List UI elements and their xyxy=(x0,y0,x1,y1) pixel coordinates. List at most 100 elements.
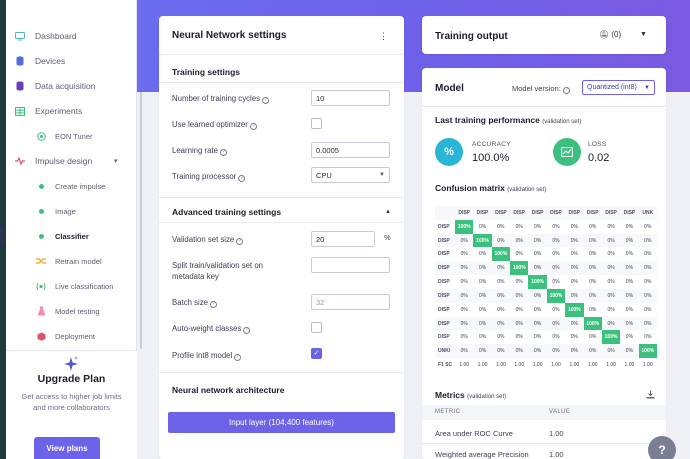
more-options-icon[interactable]: ⋮ xyxy=(379,31,388,41)
row-header: DISP xyxy=(435,233,455,248)
view-plans-button[interactable]: View plans xyxy=(34,437,100,459)
matrix-cell: 0% xyxy=(478,279,487,286)
column-header: DISP xyxy=(510,206,529,220)
row-header: DISP xyxy=(435,261,455,276)
confusion-row: DISP 0% 0% 0% 0% 0% 100% 0% 0% 0% 0% 0% xyxy=(435,288,657,303)
matrix-cell: 0% xyxy=(478,306,487,313)
matrix-cell: 100% xyxy=(491,247,511,262)
matrix-cell: 0% xyxy=(460,279,468,286)
divider xyxy=(159,372,404,373)
app-edge-strip xyxy=(0,0,6,459)
metadata-key-input[interactable] xyxy=(311,257,390,273)
model-card: Model Model version:? Quantized (int8) ▼ … xyxy=(422,68,666,459)
validation-size-input[interactable]: 20 xyxy=(311,231,375,247)
matrix-cell: 100% xyxy=(601,330,621,345)
matrix-cell: 100% xyxy=(583,316,602,331)
sidebar-item-eon-tuner[interactable]: EON Tuner xyxy=(6,126,137,146)
help-icon[interactable]: ? xyxy=(238,175,246,182)
matrix-cell: 0% xyxy=(644,306,652,313)
batch-size-input[interactable]: 32 xyxy=(311,294,390,310)
matrix-cell: 0% xyxy=(620,261,639,276)
chevron-down-icon[interactable]: ▼ xyxy=(640,31,647,38)
card-title: Model xyxy=(435,83,464,94)
confusion-header-row: DISP DISP DISP DISP DISP DISP DISP DISP DISP DISP… xyxy=(435,206,657,220)
sidebar-item-label: Create impulse xyxy=(55,181,106,191)
matrix-cell: 0% xyxy=(491,316,511,331)
confusion-row: DISP 0% 0% 0% 0% 100% 0% 0% 0% 0% 0% 0% xyxy=(435,275,657,289)
download-icon[interactable] xyxy=(646,390,655,401)
sidebar-item-model-testing[interactable]: Model testing xyxy=(6,301,137,321)
pulse-icon xyxy=(15,156,25,166)
matrix-cell: 1.00 xyxy=(532,362,543,369)
collapse-caret-icon[interactable]: ▲ xyxy=(385,209,391,215)
matrix-cell: 0% xyxy=(601,316,621,331)
learning-rate-input[interactable]: 0.0005 xyxy=(311,142,390,158)
help-icon[interactable]: ? xyxy=(261,97,269,104)
notification-toggle[interactable]: 🔕︎ (0) xyxy=(599,30,621,39)
matrix-cell: 0% xyxy=(625,334,634,341)
training-cycles-input[interactable]: 10 xyxy=(311,90,390,106)
sidebar-item-deployment[interactable]: Deployment xyxy=(6,326,137,346)
matrix-cell: 0% xyxy=(497,306,505,313)
help-chat-button[interactable]: ? xyxy=(648,436,676,459)
matrix-cell: 100% xyxy=(510,261,529,276)
sidebar-item-classifier[interactable]: Classifier xyxy=(0,226,137,246)
matrix-cell: 1.00 xyxy=(606,362,616,369)
section-advanced-settings: Advanced training settings xyxy=(172,207,282,217)
help-icon[interactable]: ? xyxy=(234,354,242,361)
sidebar-item-devices[interactable]: Devices xyxy=(6,51,137,71)
sidebar-item-dashboard[interactable]: Dashboard xyxy=(6,26,137,46)
help-icon[interactable]: ? xyxy=(562,87,570,94)
sidebar-scrollbar[interactable] xyxy=(140,4,142,349)
card-title: Neural Network settings xyxy=(172,30,287,41)
matrix-cell: 1.00 xyxy=(477,362,488,369)
matrix-cell: 100% xyxy=(528,275,547,289)
matrix-cell: 0% xyxy=(601,344,621,359)
training-processor-select[interactable]: CPU ▼ xyxy=(311,167,390,183)
training-output-card: Training output 🔕︎ (0) ▼ xyxy=(422,16,666,54)
help-icon[interactable]: ? xyxy=(219,149,227,156)
matrix-cell: 0% xyxy=(601,288,621,303)
matrix-cell: 0% xyxy=(478,334,487,341)
row-header: DISP xyxy=(438,223,450,230)
sidebar-item-live-classification[interactable]: Live classification xyxy=(6,276,137,296)
sidebar-item-retrain-model[interactable]: Retrain model xyxy=(6,251,137,271)
matrix-cell: 0% xyxy=(570,279,578,286)
matrix-cell: 0% xyxy=(528,288,547,303)
help-icon[interactable]: ? xyxy=(236,238,244,245)
help-icon[interactable]: ? xyxy=(243,327,251,334)
sidebar-item-experiments[interactable]: Experiments xyxy=(6,101,137,121)
auto-weight-checkbox[interactable] xyxy=(311,322,322,333)
matrix-cell: 0% xyxy=(491,288,511,303)
upgrade-title: Upgrade Plan xyxy=(37,373,106,385)
column-header: DISP xyxy=(491,206,511,220)
chevron-down-icon[interactable]: ▾ xyxy=(114,158,118,165)
matrix-cell: 0% xyxy=(644,251,652,258)
matrix-cell: 0% xyxy=(455,344,474,359)
matrix-cell: 0% xyxy=(638,288,657,303)
matrix-cell: 0% xyxy=(570,251,578,258)
matrix-cell: 0% xyxy=(497,279,505,286)
matrix-cell: 0% xyxy=(515,251,523,258)
grid-icon xyxy=(15,106,25,116)
help-icon[interactable]: ? xyxy=(209,301,217,308)
input-layer-block[interactable]: Input layer (104,400 features) xyxy=(168,412,395,433)
sidebar-item-image[interactable]: Image xyxy=(6,201,137,221)
confusion-row: DISP 0% 0% 0% 0% 0% 0% 0% 100% 0% 0% 0% xyxy=(435,316,657,331)
last-performance-title: Last training performance (validation se… xyxy=(435,115,582,125)
matrix-cell: 0% xyxy=(510,288,529,303)
sidebar-item-impulse-design[interactable]: Impulse design ▾ xyxy=(6,151,137,171)
matrix-cell: 0% xyxy=(546,316,566,331)
sidebar-item-create-impulse[interactable]: Create impulse xyxy=(6,176,137,196)
model-version-select[interactable]: Quantized (int8) ▼ xyxy=(582,80,655,95)
learned-optimizer-checkbox[interactable] xyxy=(311,118,322,129)
profile-int8-checkbox[interactable]: ✓ xyxy=(311,348,322,359)
upgrade-description: Get access to higher job limits and more… xyxy=(21,392,122,412)
matrix-cell: 0% xyxy=(510,344,529,359)
help-icon[interactable]: ? xyxy=(249,123,257,130)
matrix-cell: 0% xyxy=(620,288,639,303)
sidebar-item-data-acquisition[interactable]: Data acquisition xyxy=(6,76,137,96)
metric-name: Area under ROC Curve xyxy=(435,429,513,438)
sidebar-item-label: Data acquisition xyxy=(35,81,96,91)
confusion-matrix-title: Confusion matrix (validation set) xyxy=(435,183,547,193)
